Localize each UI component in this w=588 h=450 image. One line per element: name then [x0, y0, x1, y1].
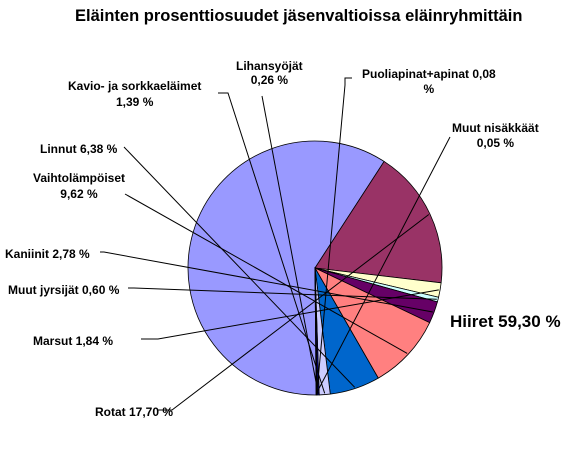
label-kaniinit: Kaniinit 2,78 % [5, 247, 90, 261]
label-linnut: Linnut 6,38 % [40, 142, 118, 156]
leader-lihansyojat [261, 95, 319, 394]
label-muut-nisakkaat: Muut nisäkkäät 0,05 % [452, 121, 539, 150]
chart-title: Eläinten prosenttiosuudet jäsenvaltioiss… [75, 7, 522, 25]
pie-slices [187, 140, 443, 396]
label-vaihtolampoiset: Vaihtolämpöiset 9,62 % [33, 171, 125, 201]
label-rotat: Rotat 17,70 % [95, 405, 173, 419]
leader-kaniinit [100, 251, 433, 313]
label-puoliapinat-apinat: Puoliapinat+apinat 0,08% [362, 67, 496, 96]
leader-rotat [158, 214, 430, 411]
leader-muut-jyrsijat [128, 287, 437, 300]
leader-linnut [123, 146, 356, 388]
leader-lines [100, 77, 451, 411]
leader-kavio-ja-sorkkaelaimet [218, 92, 326, 394]
slice-labels: Hiiret 59,30 % Rotat 17,70 % Marsut 1,84 %… [5, 59, 561, 419]
slice-muut-nisakkaat [314, 267, 317, 396]
label-marsut: Marsut 1,84 % [33, 334, 113, 348]
leader-puoliapinat-apinat [316, 77, 352, 394]
label-lihansyojat: Lihansyöjät 0,26 % [236, 59, 303, 87]
leader-marsut [141, 289, 439, 340]
label-muut-jyrsijat: Muut jyrsijät 0,60 % [8, 283, 120, 297]
leader-muut-nisakkaat [315, 136, 451, 394]
label-hiiret: Hiiret 59,30 % [450, 312, 561, 331]
leader-vaihtolampoiset [124, 193, 408, 354]
label-kavio-ja-sorkkaelaimet: Kavio- ja sorkkaeläimet 1,39 % [68, 79, 201, 109]
slice-rotat [314, 160, 443, 284]
